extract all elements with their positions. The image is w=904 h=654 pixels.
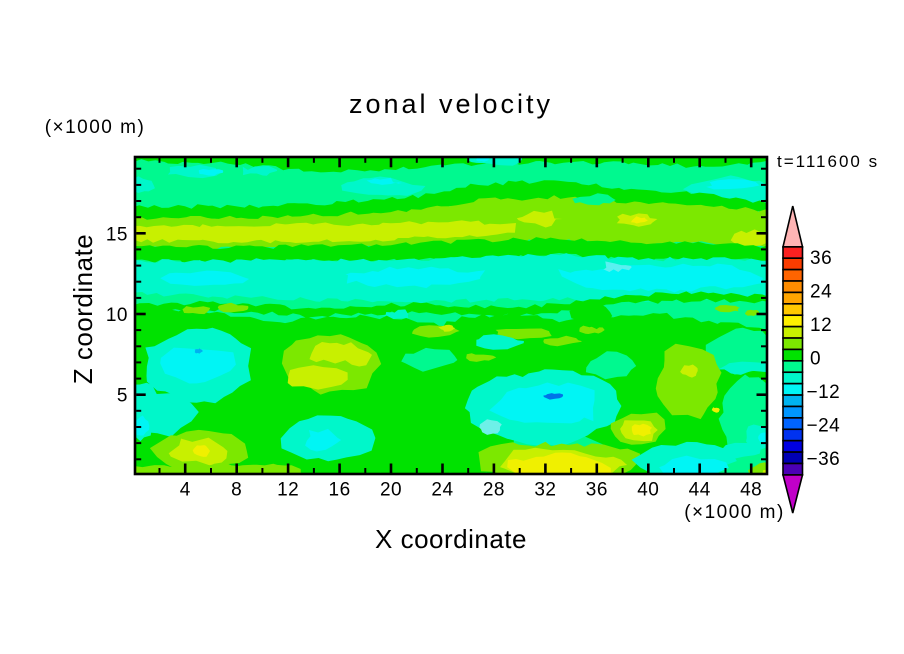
svg-text:20: 20	[380, 480, 402, 501]
svg-text:t=111600 s: t=111600 s	[777, 152, 879, 171]
svg-text:12: 12	[277, 480, 299, 501]
svg-text:4: 4	[180, 480, 191, 501]
svg-text:16: 16	[329, 480, 351, 501]
svg-text:−36: −36	[807, 449, 841, 470]
svg-text:36: 36	[586, 480, 608, 501]
svg-text:10: 10	[106, 305, 128, 326]
svg-text:8: 8	[231, 480, 242, 501]
svg-text:15: 15	[106, 224, 128, 245]
svg-text:48: 48	[740, 480, 762, 501]
svg-text:(×1000 m): (×1000 m)	[45, 117, 146, 138]
svg-text:X coordinate: X coordinate	[375, 524, 527, 554]
svg-text:−24: −24	[807, 416, 841, 437]
svg-text:5: 5	[117, 386, 128, 407]
svg-text:(×1000 m): (×1000 m)	[684, 502, 785, 523]
svg-text:24: 24	[431, 480, 453, 501]
svg-text:32: 32	[534, 480, 556, 501]
svg-text:Z coordinate: Z coordinate	[68, 234, 98, 385]
svg-text:40: 40	[637, 480, 659, 501]
svg-text:12: 12	[810, 315, 832, 336]
svg-text:zonal velocity: zonal velocity	[349, 89, 553, 119]
svg-text:−12: −12	[807, 382, 841, 403]
svg-text:24: 24	[810, 282, 832, 303]
svg-text:0: 0	[810, 349, 821, 370]
svg-text:36: 36	[810, 248, 832, 269]
svg-text:28: 28	[483, 480, 505, 501]
svg-text:44: 44	[689, 480, 711, 501]
